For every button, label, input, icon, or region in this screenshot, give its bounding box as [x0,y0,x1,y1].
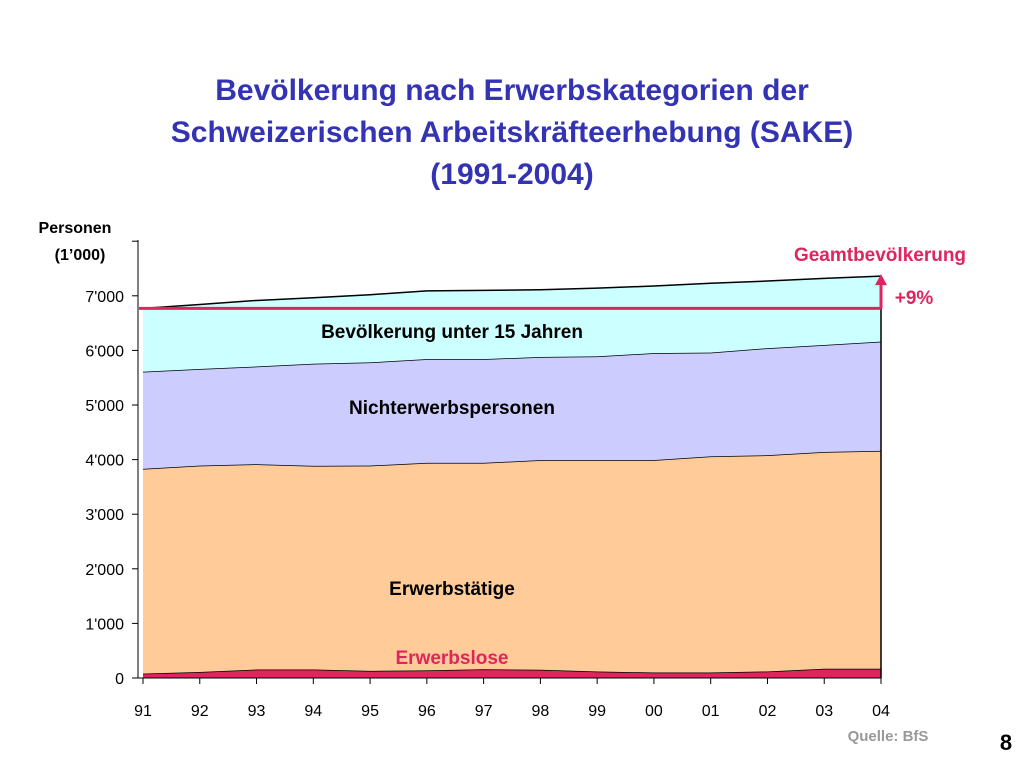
y-tick-label: 2'000 [85,562,124,579]
x-tick-label: 99 [588,703,606,720]
x-axis-ticks: 91 92 93 94 95 96 97 98 99 00 01 02 03 04 [134,678,890,720]
y-axis-title-line-2: (1’000) [55,247,106,264]
y-tick-label: 6'000 [85,343,124,360]
area-4 [143,276,881,372]
source-note: Quelle: BfS [848,728,929,745]
label-unter-15: Bevölkerung unter 15 Jahren [321,322,583,343]
title-line-1: Bevölkerung nach Erwerbskategorien der [215,74,809,107]
y-tick-label: 3'000 [85,507,124,524]
x-tick-label: 04 [872,703,890,720]
label-growth: +9% [895,288,934,309]
area-boundary-4 [142,275,882,310]
x-tick-label: 02 [759,703,777,720]
label-erwerbstaetige: Erwerbstätige [389,579,515,600]
x-tick-label: 92 [191,703,209,720]
y-tick-label: 5'000 [85,398,124,415]
label-gesamtbevoelkerung: Geamtbevölkerung [794,245,966,266]
x-tick-label: 98 [531,703,549,720]
axes [137,240,882,679]
area-2 [143,450,881,674]
x-tick-label: 00 [645,703,663,720]
growth-arrow-head [875,274,887,286]
x-tick-label: 95 [361,703,379,720]
y-tick-label: 4'000 [85,453,124,470]
x-tick-label: 96 [418,703,436,720]
page-number: 8 [1000,730,1012,755]
x-tick-label: 91 [134,703,152,720]
x-tick-label: 01 [702,703,720,720]
x-tick-label: 97 [475,703,493,720]
area-1 [143,668,881,678]
title-line-3: (1991-2004) [430,158,594,191]
y-tick-label: 1'000 [85,616,124,633]
slide-title: Bevölkerung nach Erwerbskategorien der S… [0,70,1024,196]
x-tick-label: 93 [248,703,266,720]
y-axis-ticks: 0 1'000 2'000 3'000 4'000 5'000 6'000 7'000 [85,240,138,688]
stacked-areas [142,275,882,678]
y-tick-label: 0 [115,671,124,688]
x-tick-label: 94 [304,703,322,720]
label-nichterwerbspersonen: Nichterwerbspersonen [349,398,555,419]
y-axis-title-line-1: Personen [39,220,112,237]
x-tick-label: 03 [815,703,833,720]
y-tick-label: 7'000 [85,289,124,306]
title-line-2: Schweizerischen Arbeitskräfteerhebung (S… [170,116,854,149]
label-erwerbslose: Erwerbslose [396,648,509,669]
annotations [139,274,887,310]
area-3 [143,341,881,469]
